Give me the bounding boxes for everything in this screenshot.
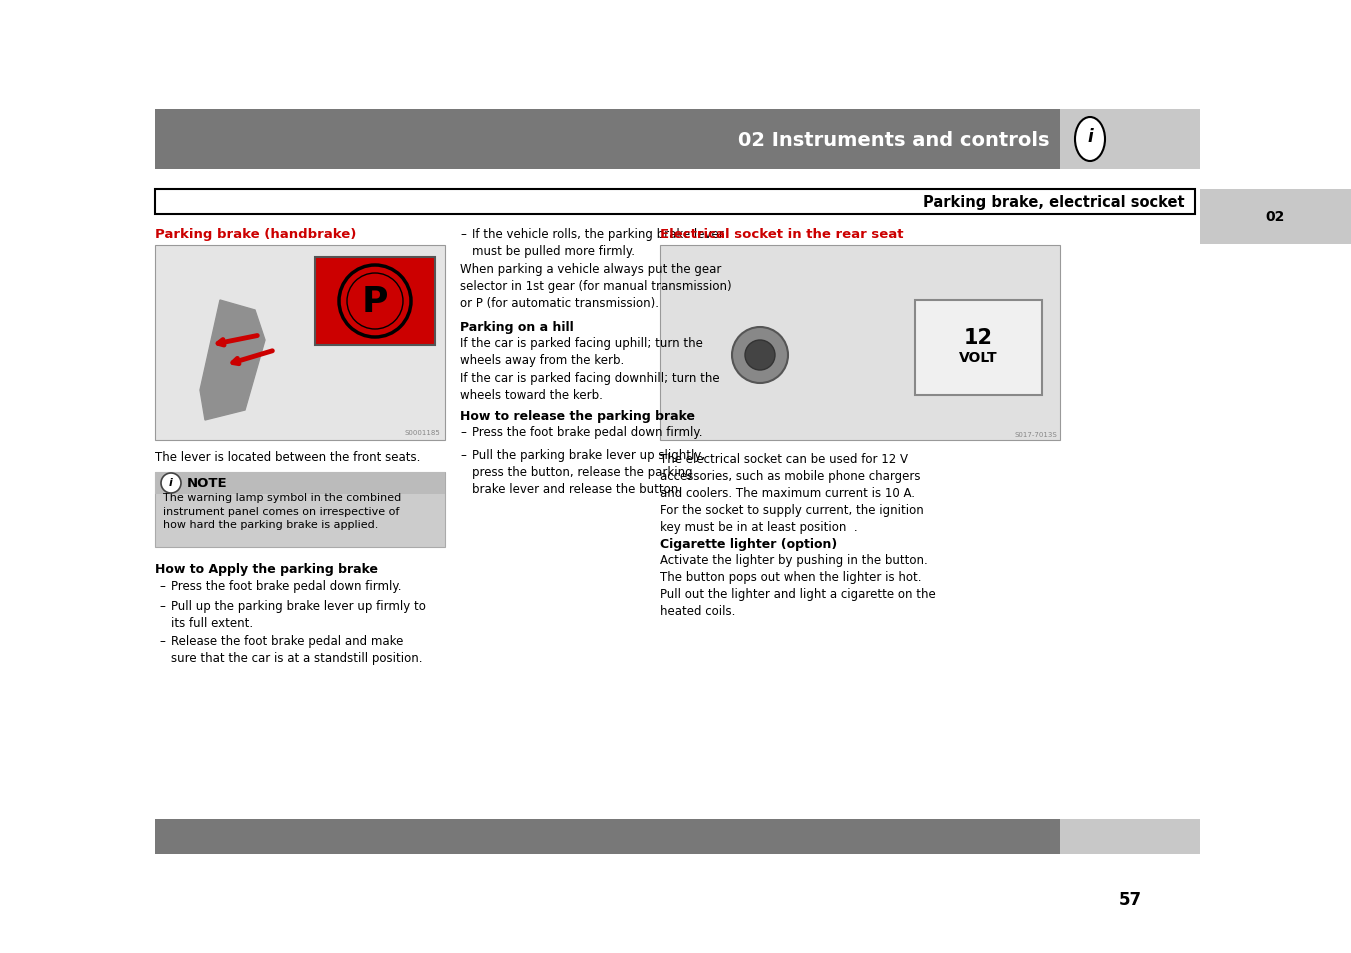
Text: Pull the parking brake lever up slightly,
press the button, release the parking
: Pull the parking brake lever up slightly… [471, 449, 705, 496]
Ellipse shape [1075, 118, 1105, 162]
Bar [1061, 110, 1200, 170]
Text: If the car is parked facing downhill; turn the
wheels toward the kerb.: If the car is parked facing downhill; tu… [459, 372, 720, 401]
Text: How to Apply the parking brake: How to Apply the parking brake [155, 562, 378, 576]
Bar [315, 257, 435, 346]
Text: 02 Instruments and controls: 02 Instruments and controls [739, 131, 1050, 150]
Text: The lever is located between the front seats.: The lever is located between the front s… [155, 451, 420, 463]
Text: Parking brake, electrical socket: Parking brake, electrical socket [923, 194, 1185, 210]
Polygon shape [200, 301, 265, 420]
Text: When parking a vehicle always put the gear
selector in 1st gear (for manual tran: When parking a vehicle always put the ge… [459, 263, 732, 310]
Circle shape [744, 340, 775, 371]
Bar [1200, 190, 1351, 245]
Text: –: – [159, 599, 165, 613]
Bar [661, 246, 1061, 440]
Text: –: – [159, 635, 165, 647]
Text: 12: 12 [963, 328, 993, 348]
Text: How to release the parking brake: How to release the parking brake [459, 410, 694, 422]
Bar [155, 110, 1061, 170]
Text: Pull up the parking brake lever up firmly to
its full extent.: Pull up the parking brake lever up firml… [172, 599, 426, 629]
Text: Parking brake (handbrake): Parking brake (handbrake) [155, 228, 357, 241]
Text: If the car is parked facing uphill; turn the
wheels away from the kerb.: If the car is parked facing uphill; turn… [459, 336, 703, 367]
Bar [155, 246, 444, 440]
Bar [1061, 820, 1200, 854]
Text: S017-7013S: S017-7013S [1015, 432, 1056, 437]
Bar [155, 473, 444, 547]
Text: Cigarette lighter (option): Cigarette lighter (option) [661, 537, 838, 551]
Text: Parking on a hill: Parking on a hill [459, 320, 574, 334]
Text: 57: 57 [1119, 890, 1142, 908]
Text: NOTE: NOTE [186, 476, 227, 490]
Text: Electrical socket in the rear seat: Electrical socket in the rear seat [661, 228, 904, 241]
Text: Press the foot brake pedal down firmly.: Press the foot brake pedal down firmly. [471, 426, 703, 438]
Text: S0001185: S0001185 [404, 430, 440, 436]
Text: Activate the lighter by pushing in the button.
The button pops out when the ligh: Activate the lighter by pushing in the b… [661, 554, 936, 618]
Circle shape [161, 474, 181, 494]
Text: Press the foot brake pedal down firmly.: Press the foot brake pedal down firmly. [172, 579, 401, 593]
Bar [155, 190, 1196, 214]
Bar [155, 820, 1061, 854]
Text: –: – [459, 449, 466, 461]
Text: The warning lamp symbol in the combined
instrument panel comes on irrespective o: The warning lamp symbol in the combined … [163, 493, 401, 530]
Text: The electrical socket can be used for 12 V
accessories, such as mobile phone cha: The electrical socket can be used for 12… [661, 453, 924, 534]
Text: –: – [459, 228, 466, 241]
Text: –: – [159, 579, 165, 593]
Text: i: i [169, 477, 173, 488]
Text: Release the foot brake pedal and make
sure that the car is at a standstill posit: Release the foot brake pedal and make su… [172, 635, 423, 664]
Text: If the vehicle rolls, the parking brake lever
must be pulled more firmly.: If the vehicle rolls, the parking brake … [471, 228, 724, 257]
Circle shape [732, 328, 788, 384]
Bar [915, 301, 1042, 395]
Text: VOLT: VOLT [959, 351, 997, 365]
Text: 02: 02 [1266, 210, 1285, 224]
Text: –: – [459, 426, 466, 438]
Bar [155, 473, 444, 495]
Text: P: P [362, 285, 388, 318]
Text: i: i [1088, 128, 1093, 146]
